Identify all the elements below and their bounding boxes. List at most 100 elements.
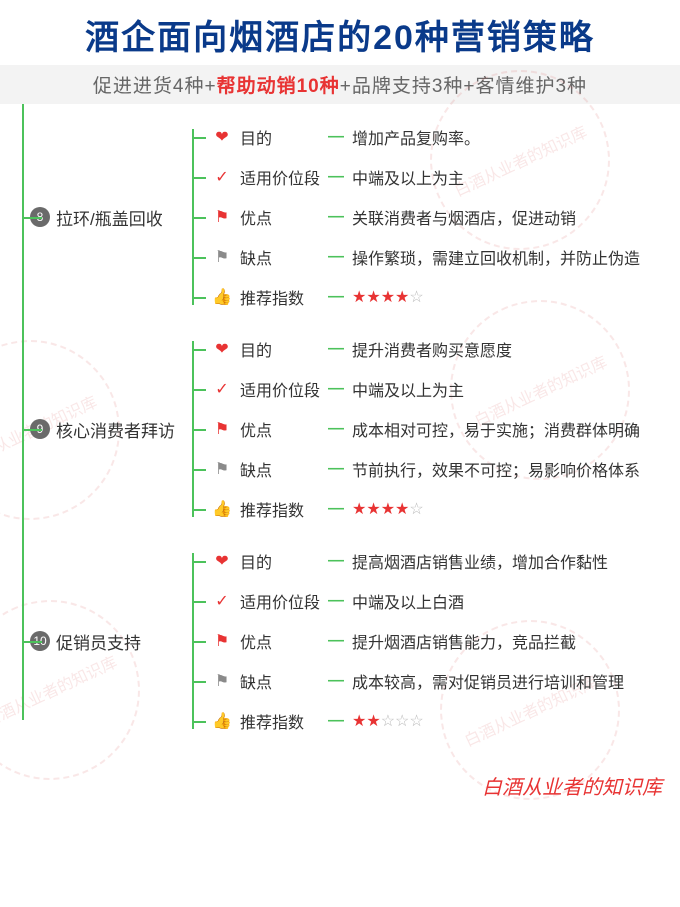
attribute-value: 关联消费者与烟酒店，促进动销 xyxy=(352,205,576,229)
attribute-value: 提升消费者购买意愿度 xyxy=(352,337,512,361)
attribute-group: ❤ 目的 — 增加产品复购率。 ✓ 适用价位段 — 中端及以上为主 ⚑ 优点 —… xyxy=(196,114,670,320)
thumb-up-icon: 👍 xyxy=(212,711,232,731)
attribute-key: 目的 xyxy=(240,125,320,149)
attribute-row: ⚑ 优点 — 提升烟酒店销售能力，竞品拦截 xyxy=(196,621,670,661)
connector-icon: — xyxy=(328,288,344,306)
attribute-key: 优点 xyxy=(240,417,320,441)
connector-icon: — xyxy=(328,592,344,610)
heart-icon: ❤ xyxy=(212,551,232,571)
connector-icon: — xyxy=(328,672,344,690)
check-icon: ✓ xyxy=(212,379,232,399)
strategy-node: 8 拉环/瓶盖回收 ❤ 目的 — 增加产品复购率。 ✓ 适用价位段 — 中端及以… xyxy=(30,114,670,320)
attribute-value: ★★★★☆ xyxy=(352,499,424,519)
subtitle-part1: 促进进货4种+ xyxy=(93,76,217,97)
connector-icon: — xyxy=(328,500,344,518)
strategy-number-badge: 9 xyxy=(30,419,50,439)
attribute-value: 提高烟酒店销售业绩，增加合作黏性 xyxy=(352,549,608,573)
strategy-node: 10 促销员支持 ❤ 目的 — 提高烟酒店销售业绩，增加合作黏性 ✓ 适用价位段… xyxy=(30,538,670,744)
attribute-value: 中端及以上为主 xyxy=(352,165,464,189)
connector-icon: — xyxy=(328,128,344,146)
attribute-value: 中端及以上白酒 xyxy=(352,589,464,613)
connector-icon: — xyxy=(328,420,344,438)
attribute-row: ⚑ 优点 — 关联消费者与烟酒店，促进动销 xyxy=(196,197,670,237)
attribute-key: 优点 xyxy=(240,629,320,653)
attribute-value: ★★★★☆ xyxy=(352,287,424,307)
page-title: 酒企面向烟酒店的20种营销策略 xyxy=(0,0,680,65)
attribute-value: 操作繁琐，需建立回收机制，并防止伪造 xyxy=(352,245,640,269)
strategy-number-badge: 8 xyxy=(30,207,50,227)
attribute-row: ⚑ 优点 — 成本相对可控，易于实施；消费群体明确 xyxy=(196,409,670,449)
heart-icon: ❤ xyxy=(212,339,232,359)
attribute-row: 👍 推荐指数 — ★★☆☆☆ xyxy=(196,701,670,741)
flag-red-icon: ⚑ xyxy=(212,419,232,439)
connector-icon: — xyxy=(328,380,344,398)
attribute-key: 目的 xyxy=(240,549,320,573)
rating-stars: ★★★★☆ xyxy=(352,289,424,306)
check-icon: ✓ xyxy=(212,591,232,611)
strategy-node: 9 核心消费者拜访 ❤ 目的 — 提升消费者购买意愿度 ✓ 适用价位段 — 中端… xyxy=(30,326,670,532)
connector-icon: — xyxy=(328,340,344,358)
attribute-row: ✓ 适用价位段 — 中端及以上为主 xyxy=(196,157,670,197)
attribute-key: 推荐指数 xyxy=(240,497,320,521)
flag-grey-icon: ⚑ xyxy=(212,459,232,479)
attribute-row: 👍 推荐指数 — ★★★★☆ xyxy=(196,489,670,529)
subtitle-bar: 促进进货4种+帮助动销10种+品牌支持3种+客情维护3种 xyxy=(0,65,680,104)
strategy-label: 10 促销员支持 xyxy=(30,629,180,654)
attribute-key: 缺点 xyxy=(240,245,320,269)
flag-red-icon: ⚑ xyxy=(212,207,232,227)
attribute-row: ⚑ 缺点 — 成本较高，需对促销员进行培训和管理 xyxy=(196,661,670,701)
attribute-row: ✓ 适用价位段 — 中端及以上为主 xyxy=(196,369,670,409)
attribute-value: 节前执行，效果不可控；易影响价格体系 xyxy=(352,457,640,481)
connector-icon: — xyxy=(328,460,344,478)
attribute-value: 提升烟酒店销售能力，竞品拦截 xyxy=(352,629,576,653)
flag-red-icon: ⚑ xyxy=(212,631,232,651)
check-icon: ✓ xyxy=(212,167,232,187)
connector-icon: — xyxy=(328,552,344,570)
connector-icon: — xyxy=(328,168,344,186)
footer-credit: 白酒从业者的知识库 xyxy=(482,771,662,800)
attribute-row: 👍 推荐指数 — ★★★★☆ xyxy=(196,277,670,317)
attribute-row: ⚑ 缺点 — 节前执行，效果不可控；易影响价格体系 xyxy=(196,449,670,489)
strategy-label: 9 核心消费者拜访 xyxy=(30,417,180,442)
attribute-row: ✓ 适用价位段 — 中端及以上白酒 xyxy=(196,581,670,621)
strategy-tree: 8 拉环/瓶盖回收 ❤ 目的 — 增加产品复购率。 ✓ 适用价位段 — 中端及以… xyxy=(0,104,680,760)
rating-stars: ★★☆☆☆ xyxy=(352,713,424,730)
attribute-group: ❤ 目的 — 提升消费者购买意愿度 ✓ 适用价位段 — 中端及以上为主 ⚑ 优点… xyxy=(196,326,670,532)
attribute-value: 成本相对可控，易于实施；消费群体明确 xyxy=(352,417,640,441)
attribute-key: 推荐指数 xyxy=(240,285,320,309)
thumb-up-icon: 👍 xyxy=(212,499,232,519)
attribute-key: 推荐指数 xyxy=(240,709,320,733)
attribute-row: ⚑ 缺点 — 操作繁琐，需建立回收机制，并防止伪造 xyxy=(196,237,670,277)
attribute-value: 成本较高，需对促销员进行培训和管理 xyxy=(352,669,624,693)
attribute-group: ❤ 目的 — 提高烟酒店销售业绩，增加合作黏性 ✓ 适用价位段 — 中端及以上白… xyxy=(196,538,670,744)
connector-icon: — xyxy=(328,632,344,650)
attribute-row: ❤ 目的 — 提升消费者购买意愿度 xyxy=(196,329,670,369)
attribute-key: 缺点 xyxy=(240,669,320,693)
subtitle-part2: +品牌支持3种+客情维护3种 xyxy=(340,76,587,97)
flag-grey-icon: ⚑ xyxy=(212,247,232,267)
attribute-key: 优点 xyxy=(240,205,320,229)
strategy-number-badge: 10 xyxy=(30,631,50,651)
strategy-name: 拉环/瓶盖回收 xyxy=(56,205,163,230)
attribute-key: 适用价位段 xyxy=(240,589,320,613)
attribute-key: 缺点 xyxy=(240,457,320,481)
connector-icon: — xyxy=(328,248,344,266)
attribute-key: 适用价位段 xyxy=(240,165,320,189)
thumb-up-icon: 👍 xyxy=(212,287,232,307)
attribute-row: ❤ 目的 — 增加产品复购率。 xyxy=(196,117,670,157)
strategy-name: 促销员支持 xyxy=(56,629,141,654)
attribute-value: 中端及以上为主 xyxy=(352,377,464,401)
subtitle-highlight: 帮助动销10种 xyxy=(217,76,340,97)
attribute-value: 增加产品复购率。 xyxy=(352,125,480,149)
strategy-name: 核心消费者拜访 xyxy=(56,417,175,442)
strategy-label: 8 拉环/瓶盖回收 xyxy=(30,205,180,230)
attribute-key: 适用价位段 xyxy=(240,377,320,401)
attribute-key: 目的 xyxy=(240,337,320,361)
attribute-value: ★★☆☆☆ xyxy=(352,711,424,731)
heart-icon: ❤ xyxy=(212,127,232,147)
flag-grey-icon: ⚑ xyxy=(212,671,232,691)
rating-stars: ★★★★☆ xyxy=(352,501,424,518)
connector-icon: — xyxy=(328,208,344,226)
attribute-row: ❤ 目的 — 提高烟酒店销售业绩，增加合作黏性 xyxy=(196,541,670,581)
connector-icon: — xyxy=(328,712,344,730)
